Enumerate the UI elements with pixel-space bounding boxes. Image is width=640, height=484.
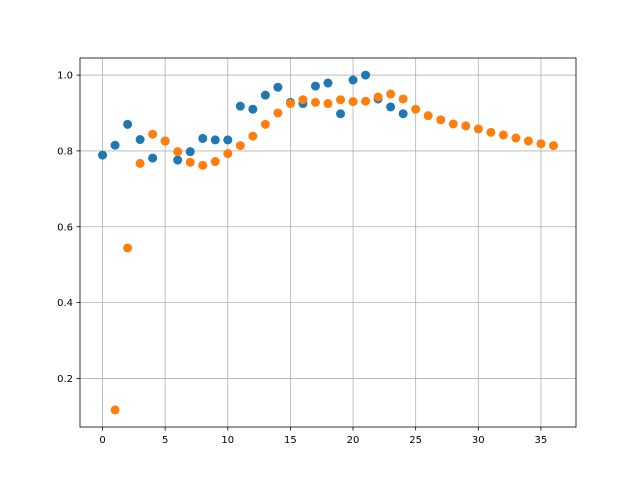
series-1-point bbox=[198, 133, 208, 143]
series-1-point bbox=[248, 104, 258, 114]
series-1-point bbox=[185, 147, 195, 157]
series-1-point bbox=[336, 109, 346, 119]
series-1-point bbox=[323, 78, 333, 88]
series-2-point bbox=[285, 99, 295, 109]
x-tick-label: 5 bbox=[162, 435, 168, 446]
y-tick-label: 0.6 bbox=[57, 222, 73, 233]
x-tick-label: 0 bbox=[99, 435, 105, 446]
series-1-point bbox=[260, 90, 270, 100]
series-1-point bbox=[223, 135, 233, 145]
x-tick-label: 30 bbox=[472, 435, 485, 446]
series-2-point bbox=[411, 104, 421, 114]
y-tick-label: 0.4 bbox=[57, 298, 73, 309]
series-2-point bbox=[310, 97, 320, 107]
y-tick-label: 0.2 bbox=[57, 374, 73, 385]
y-tick-label: 1.0 bbox=[57, 71, 73, 82]
series-1-point bbox=[273, 82, 283, 92]
series-1-point bbox=[386, 102, 396, 112]
series-2-point bbox=[386, 89, 396, 99]
series-1-point bbox=[361, 70, 371, 80]
series-2-point bbox=[185, 157, 195, 167]
series-2-point bbox=[248, 131, 258, 141]
series-2-point bbox=[511, 133, 521, 143]
series-1-point bbox=[398, 109, 408, 119]
series-1-point bbox=[210, 135, 220, 145]
series-2-point bbox=[210, 157, 220, 167]
series-2-point bbox=[323, 99, 333, 109]
series-2-point bbox=[273, 108, 283, 118]
series-2-point bbox=[361, 96, 371, 106]
series-2-point bbox=[235, 141, 245, 151]
series-2-point bbox=[548, 141, 558, 151]
series-1-point bbox=[123, 119, 133, 129]
series-2-point bbox=[298, 95, 308, 105]
series-2-point bbox=[398, 94, 408, 104]
series-2-point bbox=[423, 111, 433, 121]
x-tick-label: 35 bbox=[535, 435, 548, 446]
series-2-point bbox=[461, 121, 471, 131]
series-1-point bbox=[148, 153, 158, 163]
x-tick-label: 10 bbox=[221, 435, 234, 446]
series-2-point bbox=[173, 147, 183, 157]
series-2-point bbox=[473, 124, 483, 134]
series-2-point bbox=[148, 129, 158, 139]
plot-frame bbox=[79, 57, 577, 428]
x-tick-label: 15 bbox=[284, 435, 297, 446]
data-points bbox=[98, 70, 558, 415]
series-2-point bbox=[160, 136, 170, 146]
series-2-point bbox=[348, 97, 358, 107]
series-2-point bbox=[223, 149, 233, 159]
series-1-point bbox=[110, 140, 120, 150]
grid bbox=[80, 58, 576, 427]
series-2-point bbox=[110, 405, 120, 415]
y-tick-label: 0.8 bbox=[57, 146, 73, 157]
series-1-point bbox=[98, 150, 108, 160]
x-tick-label: 25 bbox=[409, 435, 422, 446]
series-1-point bbox=[348, 75, 358, 85]
axis-ticks: 0 5 10 15 20 25 30 35 0.2 0.4 0.6 0.8 1.0 bbox=[57, 71, 547, 446]
series-1-point bbox=[235, 101, 245, 111]
series-2-point bbox=[498, 130, 508, 140]
series-2-point bbox=[260, 119, 270, 129]
series-1-point bbox=[135, 135, 145, 145]
series-1-point bbox=[173, 155, 183, 165]
series-2-point bbox=[336, 95, 346, 105]
series-2-point bbox=[135, 158, 145, 168]
series-2-point bbox=[448, 119, 458, 129]
series-2-point bbox=[523, 136, 533, 146]
series-2-point bbox=[198, 160, 208, 170]
series-2-point bbox=[486, 127, 496, 137]
series-1-point bbox=[310, 81, 320, 91]
x-tick-label: 20 bbox=[347, 435, 360, 446]
series-2-point bbox=[436, 115, 446, 125]
series-2-point bbox=[373, 92, 383, 102]
series-2-point bbox=[123, 243, 133, 253]
series-2-point bbox=[536, 139, 546, 149]
